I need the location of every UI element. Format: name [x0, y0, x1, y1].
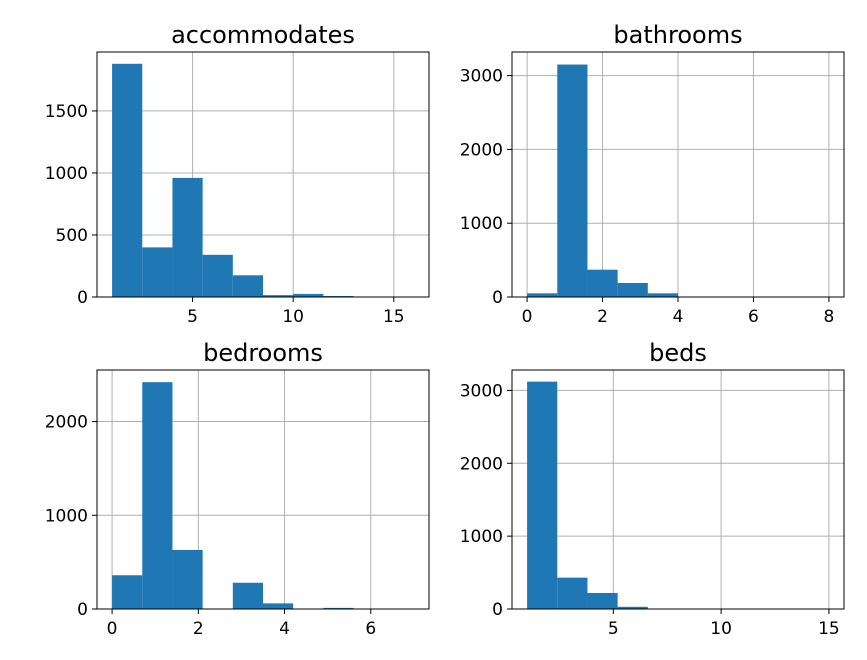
x-tick-label: 2	[193, 619, 204, 639]
subplot-bathrooms: 0 2 4 6 8 0 1000 2000 3000 bathrooms	[460, 21, 845, 327]
x-tick-label: 10	[282, 307, 304, 327]
subplot-title: accommodates	[171, 21, 355, 49]
histogram-bar	[587, 269, 618, 297]
histogram-bar	[172, 177, 203, 297]
y-tick-label: 0	[77, 288, 88, 308]
histogram-bar	[232, 275, 263, 297]
subplot-title: bathrooms	[613, 21, 742, 49]
x-tick-label: 10	[710, 619, 732, 639]
y-tick-label: 2000	[45, 413, 88, 433]
histogram-bar	[617, 282, 648, 297]
x-tick-label: 5	[608, 619, 619, 639]
histogram-bar	[557, 577, 588, 609]
histogram-bar	[617, 606, 648, 609]
x-tick-label: 2	[597, 307, 608, 327]
subplot-accommodates: 5 10 15 0 500 1000 1500 accommodates	[45, 21, 430, 327]
histogram-bar	[527, 293, 558, 297]
x-tick-label: 8	[823, 307, 834, 327]
y-tick-label: 0	[77, 600, 88, 620]
y-tick-label: 2000	[460, 454, 503, 474]
histogram-bar	[172, 549, 203, 609]
subplot-title: bedrooms	[203, 339, 323, 367]
subplot-title: beds	[649, 339, 707, 367]
histogram-bar	[232, 582, 263, 609]
x-tick-label: 6	[748, 307, 759, 327]
y-tick-label: 500	[56, 226, 88, 246]
histogram-bar	[202, 254, 233, 297]
y-tick-label: 2000	[460, 140, 503, 160]
x-tick-label: 15	[818, 619, 840, 639]
x-tick-label: 4	[673, 307, 684, 327]
y-tick-label: 1000	[460, 527, 503, 547]
y-tick-label: 1000	[45, 506, 88, 526]
axes-frame	[96, 369, 430, 610]
y-tick-label: 0	[492, 288, 503, 308]
y-tick-label: 1500	[45, 102, 88, 122]
y-tick-label: 1000	[45, 164, 88, 184]
x-tick-label: 6	[365, 619, 376, 639]
histogram-bar	[647, 293, 678, 297]
y-tick-label: 1000	[460, 214, 503, 234]
histogram-bar	[557, 64, 588, 297]
histogram-bar	[263, 603, 294, 609]
subplot-beds: 5 10 15 0 1000 2000 3000 beds	[460, 339, 845, 639]
y-tick-label: 3000	[460, 67, 503, 87]
y-tick-label: 3000	[460, 381, 503, 401]
histogram-bar	[112, 63, 143, 298]
histogram-bar	[142, 247, 173, 297]
x-tick-label: 15	[383, 307, 405, 327]
x-tick-label: 5	[187, 307, 198, 327]
histogram-bar	[587, 592, 618, 609]
histogram-bar	[142, 382, 173, 609]
histogram-bar	[263, 295, 294, 297]
histogram-bar	[323, 607, 354, 609]
axes-frame	[511, 369, 845, 610]
y-tick-label: 0	[492, 600, 503, 620]
axes-frame	[96, 51, 430, 298]
x-tick-label: 0	[107, 619, 118, 639]
subplot-bedrooms: 0 2 4 6 0 1000 2000 bedrooms	[45, 339, 430, 639]
x-tick-label: 4	[279, 619, 290, 639]
histogram-bar	[293, 293, 324, 297]
x-tick-label: 0	[522, 307, 533, 327]
histogram-bar	[527, 381, 558, 609]
histogram-bar	[112, 575, 143, 609]
